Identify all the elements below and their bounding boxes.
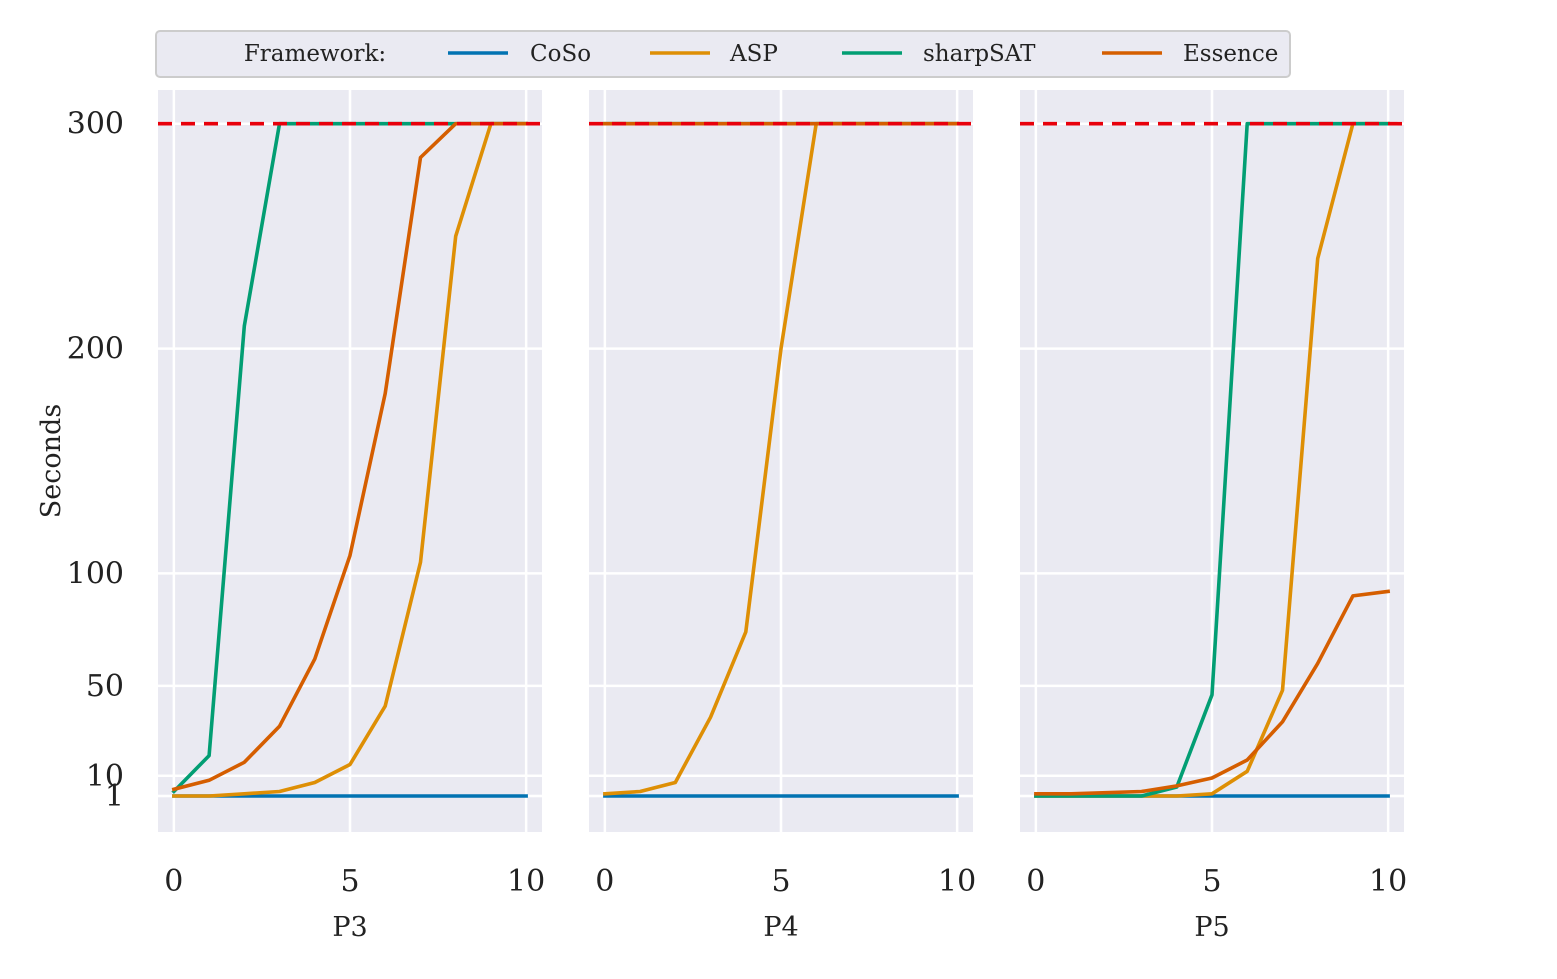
y-tick-label: 300 xyxy=(67,107,124,142)
y-tick-label: 10 xyxy=(86,759,124,794)
x-tick-label: 5 xyxy=(771,864,790,899)
panel-p3: 0 5 10 P3 xyxy=(158,90,545,943)
legend-label-coso: CoSo xyxy=(530,41,591,67)
x-tick-label: 5 xyxy=(1202,864,1221,899)
legend-title: Framework: xyxy=(244,41,386,67)
legend-label-asp: ASP xyxy=(729,41,778,67)
y-axis-label: Seconds xyxy=(36,404,67,518)
x-axis-label: P3 xyxy=(332,912,367,943)
y-tick-label: 200 xyxy=(67,332,124,367)
legend-box xyxy=(155,30,1291,78)
x-tick-label: 0 xyxy=(1026,864,1045,899)
panel-p4: 0 5 10 P4 xyxy=(589,90,976,943)
series-line-asp xyxy=(172,121,528,798)
legend-label-essence: Essence xyxy=(1183,41,1278,67)
chart-legend: Framework: CoSo ASP sharpSAT Essence xyxy=(155,30,1291,78)
x-tick-label: 0 xyxy=(595,864,614,899)
x-tick-label: 10 xyxy=(938,864,976,899)
x-tick-label: 10 xyxy=(507,864,545,899)
legend-label-sharpsat: sharpSAT xyxy=(923,41,1036,67)
x-tick-label: 10 xyxy=(1369,864,1407,899)
y-tick-label: 50 xyxy=(86,669,124,704)
x-axis-label: P5 xyxy=(1194,912,1229,943)
y-tick-label: 1 xyxy=(105,779,124,814)
x-axis-label: P4 xyxy=(763,912,798,943)
series-line-essence xyxy=(1034,589,1391,796)
x-tick-label: 5 xyxy=(340,864,359,899)
y-tick-label: 100 xyxy=(67,556,124,591)
x-tick-label: 0 xyxy=(164,864,183,899)
panel-p5: 0 5 10 P5 xyxy=(1020,90,1407,943)
